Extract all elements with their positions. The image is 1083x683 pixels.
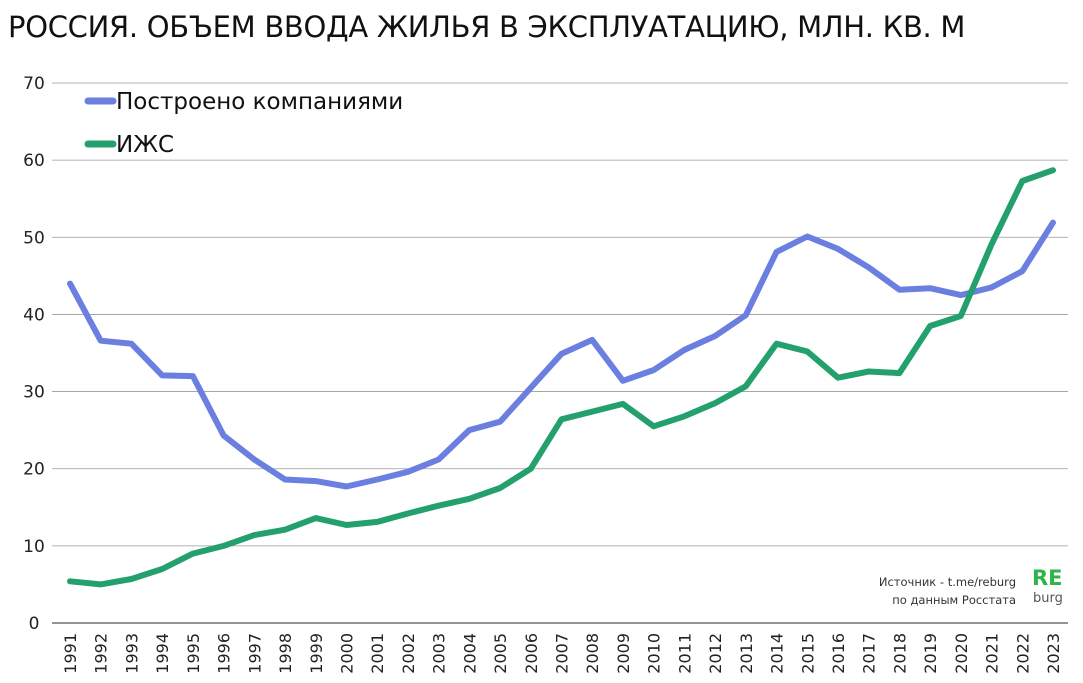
x-tick-label: 2007	[553, 633, 572, 674]
y-tick-label: 70	[23, 74, 45, 94]
x-tick-label: 2013	[737, 633, 756, 674]
x-tick-label: 1992	[92, 633, 111, 674]
x-tick-label: 2022	[1013, 633, 1032, 674]
x-tick-label: 1995	[184, 633, 203, 674]
x-tick-label: 2023	[1044, 633, 1063, 674]
source-line-2: по данным Росстата	[892, 593, 1016, 607]
x-tick-label: 2015	[798, 633, 817, 674]
x-tick-label: 1997	[245, 633, 264, 674]
x-tick-label: 2001	[368, 633, 387, 674]
series-line	[67, 219, 1056, 490]
y-tick-label: 60	[23, 151, 45, 171]
x-tick-label: 2019	[921, 633, 940, 674]
x-tick-label: 2018	[890, 633, 909, 674]
x-tick-label: 2003	[430, 633, 449, 674]
x-tick-label: 1994	[153, 633, 172, 674]
x-tick-label: 1996	[215, 633, 234, 674]
logo-re-text: RE	[1032, 566, 1063, 590]
x-tick-label: 2017	[860, 633, 879, 674]
x-tick-label: 1993	[122, 633, 141, 674]
x-tick-label: 2008	[583, 633, 602, 674]
x-tick-label: 2006	[522, 633, 541, 674]
y-tick-label: 30	[23, 383, 45, 403]
x-tick-label: 1999	[307, 633, 326, 674]
x-tick-label: 1991	[61, 633, 80, 674]
x-tick-label: 2004	[460, 633, 479, 674]
logo-burg-text: burg	[1033, 591, 1063, 606]
legend: Построено компаниями ИЖС	[84, 89, 403, 158]
legend-label: ИЖС	[116, 132, 174, 158]
y-tick-label: 40	[23, 305, 45, 325]
y-axis-ticks: 0 10 20 30 40 50 60 70	[23, 74, 45, 634]
x-tick-label: 2020	[952, 633, 971, 674]
source-note: Источник - t.me/reburg по данным Росстат…	[879, 573, 1016, 609]
y-tick-label: 0	[29, 614, 40, 634]
x-tick-label: 1998	[276, 633, 295, 674]
series-lines	[67, 167, 1056, 588]
x-axis-ticks: 1991 1992 1993 1994 1995 1996 1997 1998 1999 2000…	[61, 633, 1063, 674]
y-tick-label: 10	[23, 537, 45, 557]
x-tick-label: 2002	[399, 633, 418, 674]
x-tick-label: 2016	[829, 633, 848, 674]
y-tick-label: 50	[23, 228, 45, 248]
x-tick-label: 2009	[614, 633, 633, 674]
chart-title: РОССИЯ. ОБЪЕМ ВВОДА ЖИЛЬЯ В ЭКСПЛУАТАЦИЮ…	[8, 10, 966, 44]
x-tick-label: 2005	[491, 633, 510, 674]
x-tick-label: 2010	[645, 633, 664, 674]
series-line	[67, 167, 1056, 588]
x-tick-label: 2012	[706, 633, 725, 674]
source-line-1: Источник - t.me/reburg	[878, 575, 1016, 589]
x-tick-label: 2021	[983, 633, 1002, 674]
reburg-logo: RE burg	[1029, 566, 1069, 608]
x-tick-label: 2011	[675, 633, 694, 674]
x-tick-label: 2000	[337, 633, 356, 674]
x-tick-label: 2014	[768, 633, 787, 674]
y-tick-label: 20	[23, 460, 45, 480]
legend-label: Построено компаниями	[116, 89, 403, 115]
